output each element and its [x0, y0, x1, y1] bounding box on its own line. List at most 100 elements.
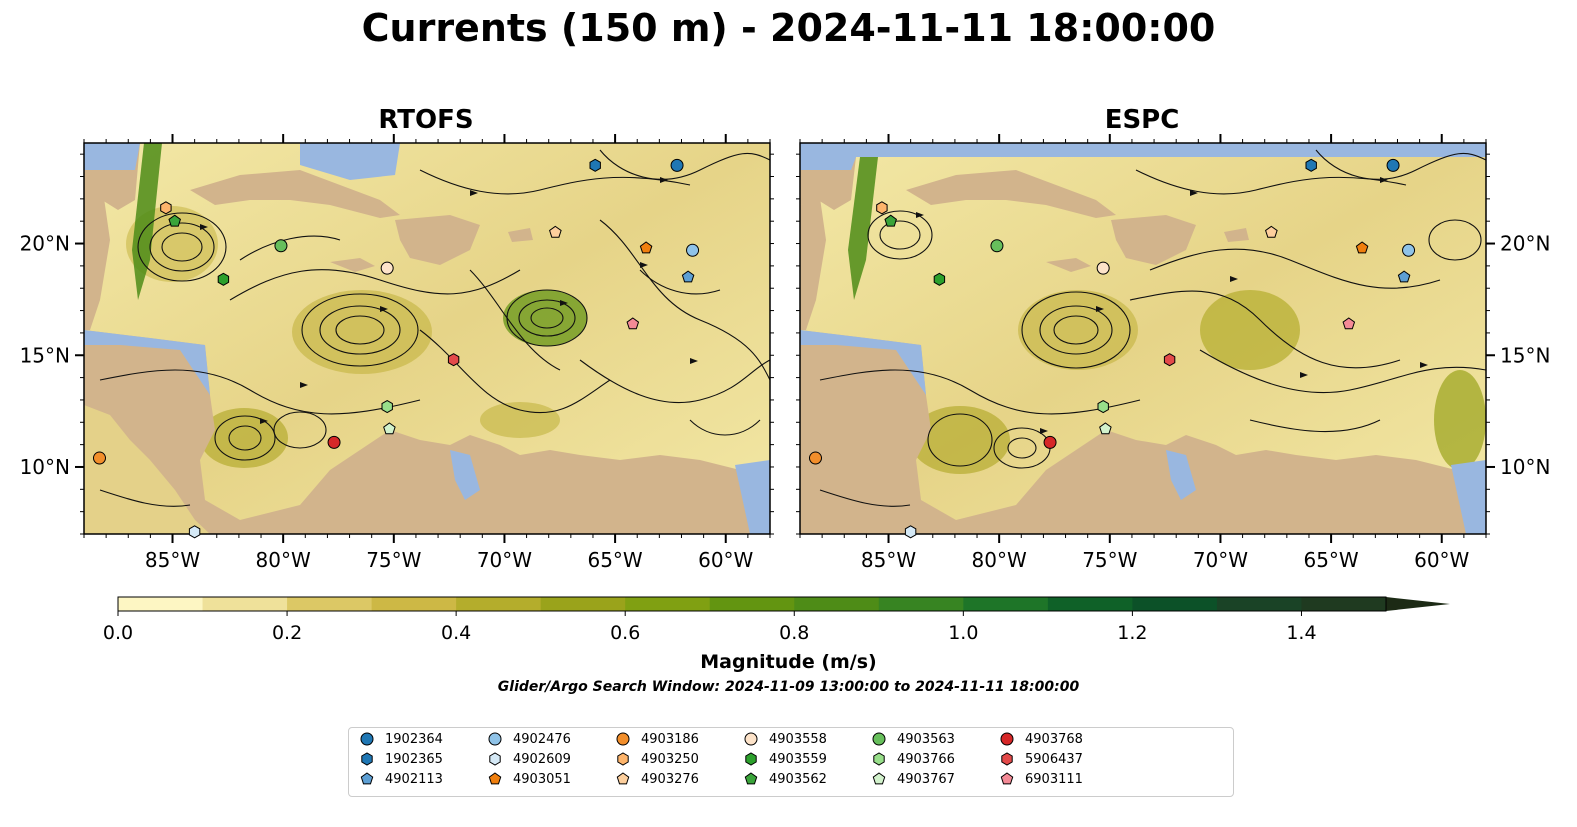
legend-label: 4902609 — [513, 751, 571, 767]
legend-label: 4903558 — [769, 731, 827, 747]
streamlines-espc — [819, 149, 1486, 507]
float-marker-1902364 — [670, 158, 684, 172]
legend-label: 4903766 — [897, 751, 955, 767]
legend-marker-6903111 — [1000, 772, 1014, 785]
float-marker-4903250 — [160, 201, 172, 215]
float-marker-4903559 — [933, 272, 946, 286]
x-tick-label: 65°W — [587, 548, 642, 572]
y-tick-label: 15°N — [20, 343, 70, 367]
x-tick-label: 80°W — [972, 548, 1027, 572]
float-marker-4902113 — [681, 270, 695, 283]
legend-marker-1902364 — [360, 732, 374, 746]
legend-marker-icon — [489, 752, 501, 766]
colorbar-tick-label: 1.4 — [1286, 622, 1316, 644]
legend-label: 4903276 — [641, 771, 699, 787]
y-tick-label: 10°N — [1500, 455, 1550, 479]
legend-marker-5906437 — [1001, 752, 1013, 766]
colorbar-extension-arrow — [1386, 597, 1450, 611]
legend-item: 6903111 — [999, 769, 1083, 789]
float-marker-6903111 — [626, 317, 640, 330]
legend-label: 5906437 — [1025, 751, 1083, 767]
colorbar-bin — [1216, 597, 1302, 611]
colorbar-bin — [118, 597, 204, 611]
legend-marker-icon — [360, 772, 374, 785]
legend-item: 4903051 — [487, 769, 571, 789]
legend-marker-4903768 — [1000, 732, 1014, 746]
x-tick-label: 60°W — [1414, 548, 1469, 572]
float-marker-4903051 — [1355, 241, 1369, 254]
colorbar-tick-label: 1.2 — [1117, 622, 1147, 644]
float-marker-4902476 — [1402, 243, 1416, 257]
streamlines-rtofs — [99, 149, 770, 507]
float-marker-4903563 — [990, 239, 1004, 253]
colorbar-tick-label: 1.0 — [948, 622, 978, 644]
float-marker-4903766 — [381, 400, 393, 414]
float-marker-4903559 — [217, 272, 230, 286]
legend-label: 4903250 — [641, 751, 699, 767]
legend-marker-icon — [872, 772, 886, 785]
legend-label: 4903768 — [1025, 731, 1083, 747]
legend-label: 4903767 — [897, 771, 955, 787]
x-tick-label: 85°W — [861, 548, 916, 572]
float-marker-1902365 — [1305, 158, 1317, 172]
x-tick-label: 70°W — [477, 548, 532, 572]
legend-marker-4903563 — [872, 732, 886, 746]
y-tick-label: 10°N — [20, 455, 70, 479]
colorbar-bin — [709, 597, 795, 611]
legend-label: 6903111 — [1025, 771, 1083, 787]
legend-label: 1902364 — [385, 731, 443, 747]
x-tick-label: 70°W — [1193, 548, 1248, 572]
float-marker-4903276 — [1265, 225, 1278, 238]
colorbar: 0.0 0.2 0.4 0.6 0.8 1.0 1.2 1.4 — [103, 596, 1450, 644]
colorbar-bin — [202, 597, 288, 611]
legend-marker-4903559 — [745, 752, 757, 766]
x-tick-label: 75°W — [366, 548, 421, 572]
colorbar-bin — [1132, 597, 1218, 611]
legend-item: 5906437 — [999, 749, 1083, 769]
float-marker-4903562 — [884, 214, 897, 227]
x-tick-label: 80°W — [256, 548, 311, 572]
legend-item: 4903250 — [615, 749, 699, 769]
float-marker-4903186 — [92, 451, 106, 465]
y-tick-label: 20°N — [1500, 232, 1550, 256]
legend-marker-icon — [873, 752, 885, 766]
y-tick-label: 15°N — [1500, 343, 1550, 367]
float-marker-5906437 — [1163, 353, 1176, 367]
float-legend: 1902364 1902365 4902113 4902476 4902609 49030… — [348, 727, 1234, 797]
x-tick-label: 65°W — [1303, 548, 1358, 572]
legend-marker-4902113 — [360, 772, 374, 785]
float-marker-4903250 — [876, 201, 888, 215]
float-marker-4903558 — [380, 261, 394, 275]
legend-marker-icon — [616, 732, 630, 746]
legend-label: 4903563 — [897, 731, 955, 747]
float-marker-4903051 — [639, 241, 653, 254]
maps-svg: 85°W 80°W 75°W 70°W 65°W 60°W 20°N 15°N 10°N 85°W… — [20, 134, 1550, 572]
x-tick-label: 85°W — [145, 548, 200, 572]
legend-label: 4903562 — [769, 771, 827, 787]
colorbar-label: Magnitude (m/s) — [700, 651, 877, 673]
float-marker-4902609 — [188, 525, 201, 539]
panel-title-espc: ESPC — [1104, 105, 1180, 135]
legend-label: 4903186 — [641, 731, 699, 747]
legend-label: 4902476 — [513, 731, 571, 747]
float-marker-4903767 — [383, 422, 396, 435]
legend-item: 4903767 — [871, 769, 955, 789]
x-tick-label: 60°W — [698, 548, 753, 572]
colorbar-tick-label: 0.4 — [441, 622, 471, 644]
legend-marker-icon — [360, 732, 374, 746]
legend-item: 4903559 — [743, 749, 827, 769]
float-marker-4903562 — [168, 214, 181, 227]
legend-marker-4903250 — [617, 752, 629, 766]
legend-marker-4903558 — [744, 732, 758, 746]
float-marker-4903766 — [1097, 400, 1109, 414]
map-rtofs — [84, 143, 770, 534]
legend-marker-4902476 — [488, 732, 502, 746]
float-marker-4903558 — [1096, 261, 1110, 275]
float-marker-4903768 — [1043, 435, 1057, 449]
legend-label: 4902113 — [385, 771, 443, 787]
map-espc — [800, 143, 1486, 534]
legend-label: 4903559 — [769, 751, 827, 767]
legend-marker-icon — [617, 752, 629, 766]
float-marker-4903767 — [1099, 422, 1112, 435]
legend-marker-4903766 — [873, 752, 885, 766]
